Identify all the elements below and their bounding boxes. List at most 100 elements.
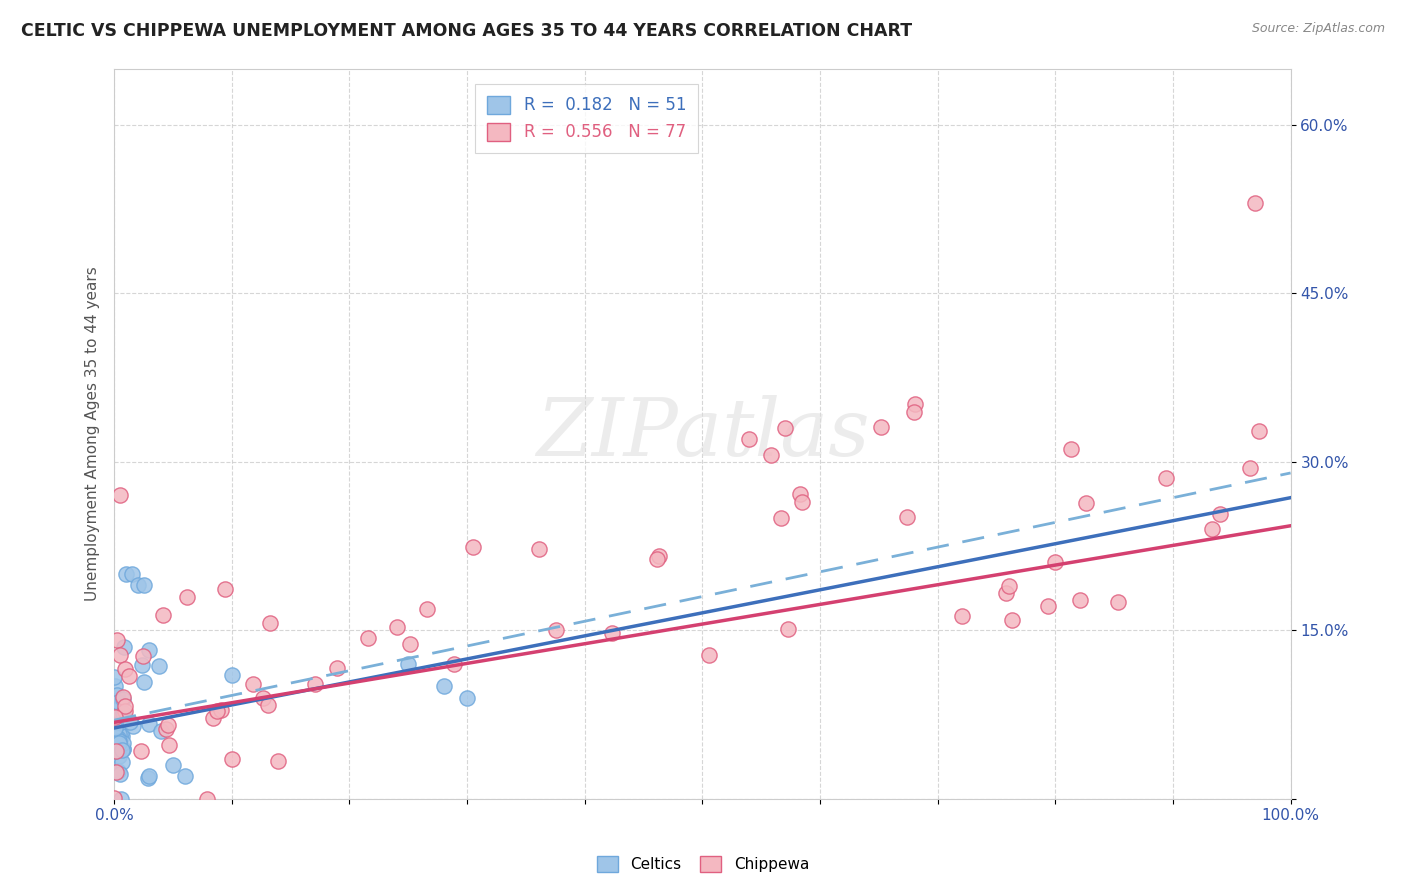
Point (110, 725, 132, 739)
Point (995, 586, 1018, 600)
Point (131, 658, 153, 673)
Point (759, 448, 782, 462)
Point (134, 675, 156, 690)
Point (132, 578, 155, 592)
Point (201, 711, 224, 725)
Point (304, 677, 326, 691)
Point (132, 648, 155, 663)
Point (778, 622, 800, 636)
Point (1201, 522, 1223, 536)
Point (221, 752, 243, 766)
Point (115, 567, 138, 582)
Point (205, 704, 228, 718)
Point (648, 549, 671, 564)
Point (105, 703, 128, 717)
Point (112, 691, 135, 706)
Point (903, 405, 925, 419)
Point (105, 735, 128, 749)
Point (150, 724, 173, 739)
Point (1209, 507, 1232, 521)
Point (121, 719, 143, 733)
Point (112, 741, 135, 756)
Point (1060, 442, 1083, 456)
Point (699, 648, 721, 662)
Point (138, 769, 160, 783)
Point (155, 722, 177, 736)
Point (1107, 595, 1129, 609)
Point (1036, 599, 1059, 614)
Point (105, 730, 128, 744)
Point (162, 758, 184, 772)
Point (108, 736, 131, 750)
Point (1045, 555, 1067, 569)
Point (107, 731, 129, 745)
Y-axis label: Unemployment Among Ages 35 to 44 years: Unemployment Among Ages 35 to 44 years (86, 267, 100, 601)
Point (1244, 196, 1267, 211)
Point (127, 578, 149, 592)
Point (105, 744, 128, 758)
Point (267, 754, 290, 768)
Point (111, 755, 134, 769)
Point (157, 718, 180, 732)
Point (117, 668, 139, 682)
Point (103, 791, 125, 805)
Point (432, 680, 454, 694)
Point (600, 626, 623, 640)
Point (252, 691, 274, 706)
Point (221, 668, 243, 682)
Point (110, 714, 132, 729)
Point (136, 771, 159, 785)
Point (108, 767, 131, 781)
Point (257, 698, 280, 712)
Point (870, 419, 893, 434)
Point (242, 677, 264, 691)
Point (1249, 424, 1271, 438)
Point (1074, 496, 1097, 510)
Point (1239, 461, 1261, 475)
Point (357, 632, 380, 646)
Point (129, 744, 152, 758)
Text: Source: ZipAtlas.com: Source: ZipAtlas.com (1251, 22, 1385, 36)
Point (896, 509, 918, 524)
Point (111, 741, 134, 756)
Point (108, 734, 131, 748)
Point (108, 749, 131, 764)
Point (209, 703, 232, 717)
Point (789, 487, 811, 501)
Point (157, 738, 180, 752)
Text: ZIPatlas: ZIPatlas (536, 395, 869, 473)
Point (121, 567, 143, 582)
Point (105, 688, 128, 702)
Point (118, 715, 141, 730)
Point (104, 744, 127, 758)
Point (105, 632, 128, 647)
Point (773, 421, 796, 435)
Point (148, 659, 170, 673)
Point (108, 727, 131, 741)
Point (790, 495, 813, 509)
Point (461, 540, 484, 554)
Point (443, 657, 465, 672)
Point (111, 706, 134, 721)
Point (456, 690, 478, 705)
Point (108, 488, 131, 502)
Point (546, 623, 568, 637)
Point (112, 640, 135, 654)
Point (103, 669, 125, 683)
Point (110, 729, 132, 743)
Point (1156, 471, 1178, 485)
Point (107, 764, 129, 779)
Point (110, 648, 132, 662)
Point (111, 690, 134, 704)
Legend: Celtics, Chippewa: Celtics, Chippewa (589, 848, 817, 880)
Point (111, 743, 134, 757)
Point (998, 579, 1021, 593)
Point (176, 590, 198, 604)
Point (214, 582, 236, 596)
Point (416, 601, 439, 615)
Text: CELTIC VS CHIPPEWA UNEMPLOYMENT AMONG AGES 35 TO 44 YEARS CORRELATION CHART: CELTIC VS CHIPPEWA UNEMPLOYMENT AMONG AG… (21, 22, 912, 40)
Point (152, 608, 174, 623)
Point (769, 511, 792, 525)
Point (738, 432, 761, 446)
Point (111, 736, 134, 750)
